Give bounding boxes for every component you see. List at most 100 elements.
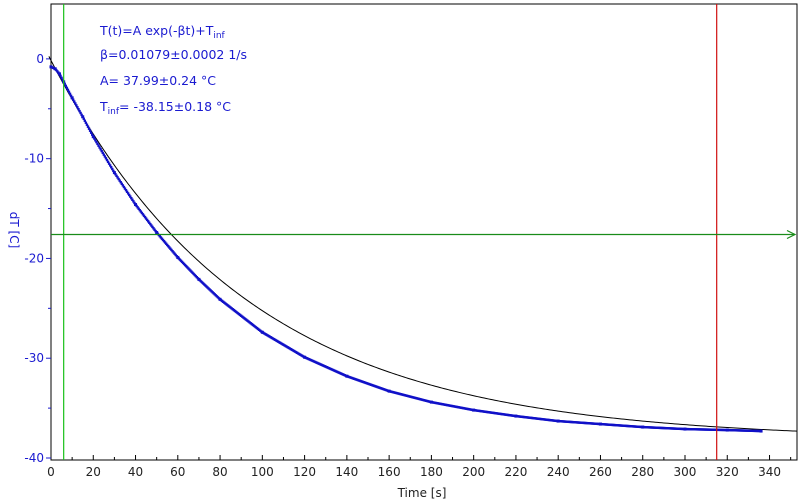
x-tick-label: 80 [212,465,227,479]
data-trail-point [155,231,158,234]
data-trail-point [85,123,89,126]
data-trail-point [115,174,118,178]
data-trail-point [55,68,58,72]
x-tick-label: 60 [170,465,185,479]
fit-curve [48,56,798,432]
fit-amplitude: A= 37.99±0.24 °C [100,73,216,88]
fit-tinf-value: = -38.15±0.18 °C [119,99,231,114]
data-trail-point [126,192,130,195]
y-tick-label: -10 [24,152,44,166]
data-trail-point [95,140,98,144]
data-trail-point [120,182,123,186]
data-trail-point [166,243,169,247]
data-trail-point [83,119,87,122]
data-trail-point [151,225,154,229]
data-trail-point [94,139,97,142]
data-trail-point [154,229,157,233]
x-tick-label: 240 [547,465,570,479]
data-trail-point [63,82,66,86]
data-trail-point [152,227,155,230]
x-tick-label: 120 [293,465,316,479]
fit-formula: T(t)=A exp(-βt)+Tinf [99,23,226,41]
data-trail-point [759,429,763,433]
data-trail-point [88,129,92,132]
fit-formula-subscript: inf [213,31,225,41]
data-trail-point [67,90,71,94]
data-trail-point [170,248,173,252]
data-trail-point [99,148,102,151]
x-tick-label: 40 [128,465,143,479]
fit-formula-main: T(t)=A exp(-βt)+T [99,23,214,38]
y-tick-label: 0 [36,52,44,66]
data-trail-point [143,215,147,219]
data-trail-point [144,217,148,220]
data-trail-point [118,179,121,182]
data-trail-point [148,221,151,224]
data-trail-point [69,94,73,97]
data-trail-point [129,195,132,198]
data-trail-point [65,86,69,90]
data-trail-point [137,207,140,210]
x-axis-ticks: 0 20 40 60 80 100 120 140 160 180 200 220 240 260 280 3… [47,455,792,479]
x-tick-label: 300 [674,465,697,479]
data-trail-point [168,246,171,249]
data-trail-point [92,135,95,138]
data-trail-point [160,237,164,240]
data-trail-point [134,203,137,206]
data-trail-point [107,162,111,165]
x-axis-title: Time [s] [397,486,447,500]
data-trail-point [57,71,60,74]
data-trail-point [158,235,162,238]
cursor-lines[interactable] [51,4,797,460]
data-trail-point [96,142,99,146]
data-trail-point [108,164,112,167]
y-axis-ticks: 0 -10 -20 -30 -40 [24,52,51,465]
x-tick-label: 260 [589,465,612,479]
data-trail-point [79,111,82,115]
data-trail-point [78,109,81,113]
data-trail-point [127,193,131,197]
fit-line [48,56,798,432]
data-trail-point [156,232,159,235]
data-trail-point [73,100,76,103]
data-trail-point [111,167,114,171]
data-trail-point [98,146,101,149]
data-trail-point [84,121,88,124]
data-trail-point [142,214,146,217]
data-trail-point [175,254,178,258]
data-trail-point [130,196,133,200]
data-trail-point [61,78,64,82]
data-trail-point [164,242,168,245]
x-tick-label: 340 [758,465,781,479]
data-trail-point [68,92,72,96]
data-trail-point [59,74,62,78]
data-trail-point [150,224,153,227]
data-trail-point [117,177,120,181]
data-trail-point [77,107,80,111]
data-trail-point [103,155,107,158]
data-trail-point [169,247,172,250]
data-trail-point [87,127,91,130]
y-axis-title: dT [C] [7,212,21,249]
y-tick-label: -30 [24,351,44,365]
data-trail-point [124,188,128,192]
x-tick-label: 20 [86,465,101,479]
data-trail-point [145,218,149,222]
data-trail-point [131,198,134,201]
data-trail-point [136,206,139,209]
data-trail-point [171,250,174,253]
data-trail-point [138,208,141,212]
data-trail-point [147,220,150,223]
fit-tinf: Tinf= -38.15±0.18 °C [99,99,231,117]
data-trail-point [149,222,152,226]
data-trail-point [114,173,117,176]
data-trail-point [172,251,175,254]
data-trail-point [161,238,165,242]
x-tick-label: 200 [462,465,485,479]
data-trail-point [82,117,85,120]
data-trail-point [110,166,113,169]
data-trail-point [112,169,115,173]
data-trail-point [135,204,138,208]
data-trail-point [167,245,170,248]
